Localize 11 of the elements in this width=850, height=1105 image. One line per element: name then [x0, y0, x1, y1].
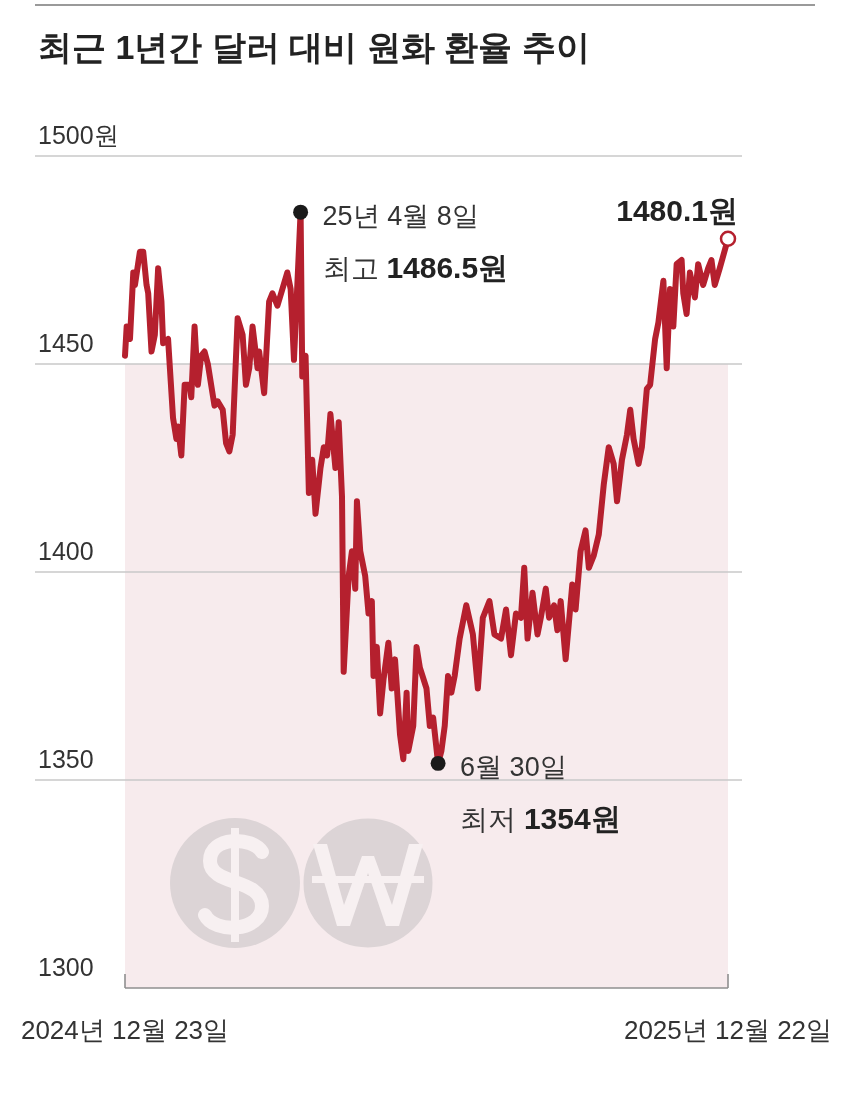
y-tick-label: 1450	[38, 329, 94, 357]
y-tick-label: 1400	[38, 537, 94, 565]
annotation: 1480.1원	[616, 193, 738, 227]
annotation: 25년 4월 8일 최고 1486.5원	[322, 201, 509, 285]
annotation: 6월 30일 최저 1354원	[460, 752, 621, 836]
y-tick-label: 1500원	[38, 121, 119, 149]
y-tick-label: 1350	[38, 745, 94, 773]
y-tick-label: 1300	[38, 953, 94, 981]
chart-title: 최근 1년간 달러 대비 원화 환율 추이	[38, 28, 590, 66]
x-tick-label: 2025년 12월 22일	[623, 1015, 833, 1045]
x-tick-label: 2024년 12월 23일	[20, 1015, 230, 1045]
